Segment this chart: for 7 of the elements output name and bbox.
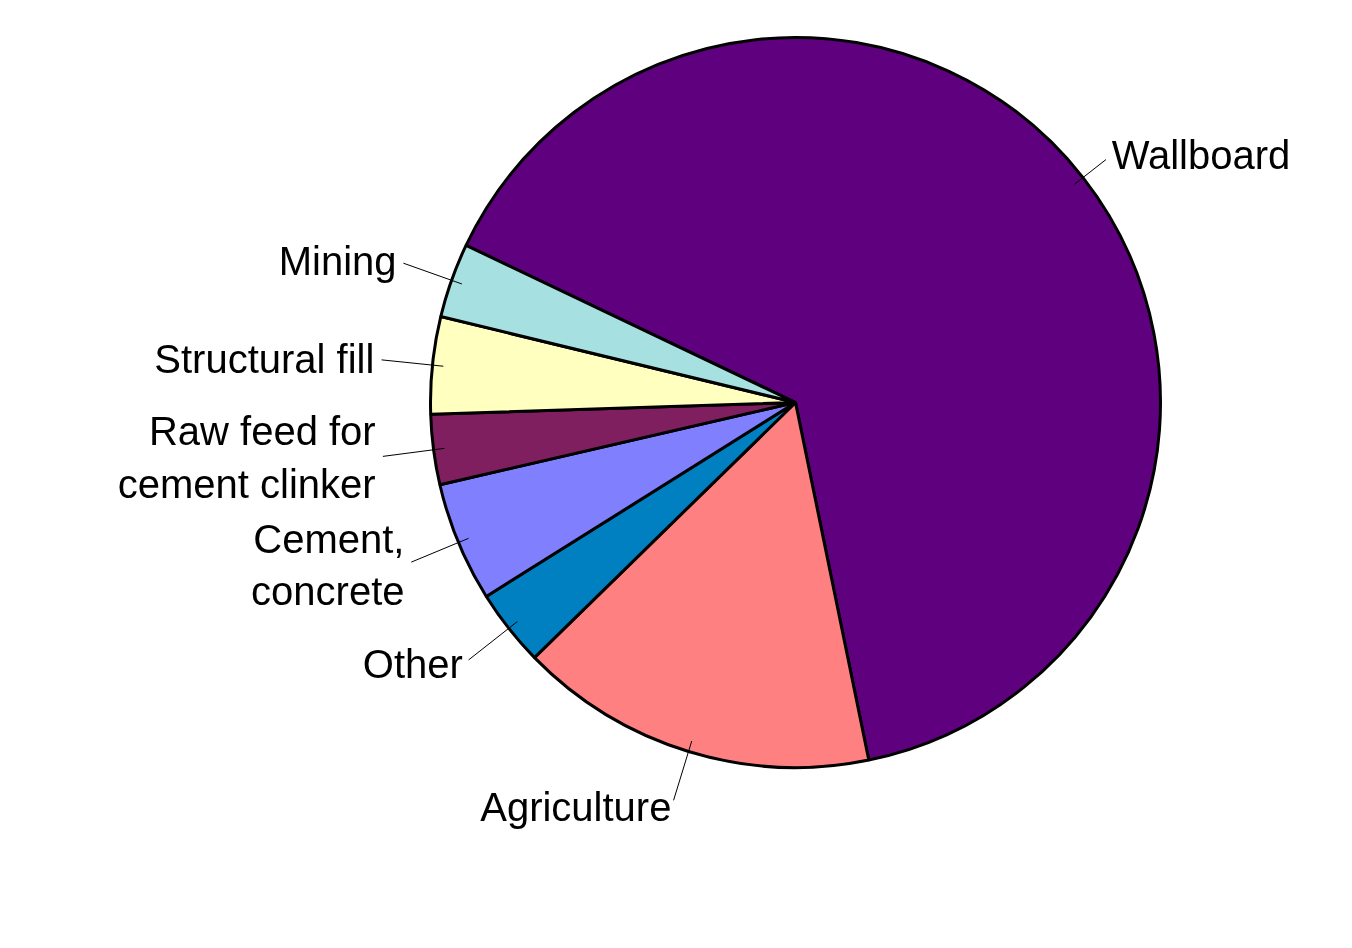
slice-label: Other	[362, 642, 463, 687]
slice-label: Mining	[278, 238, 397, 283]
slice-label: Wallboard	[1111, 133, 1291, 178]
slice-label: Structural fill	[154, 337, 375, 382]
slice-label: Agriculture	[480, 785, 672, 830]
slice-label: Raw feed for cement clinker	[117, 408, 376, 506]
slice-label: Cement, concrete	[251, 516, 405, 614]
